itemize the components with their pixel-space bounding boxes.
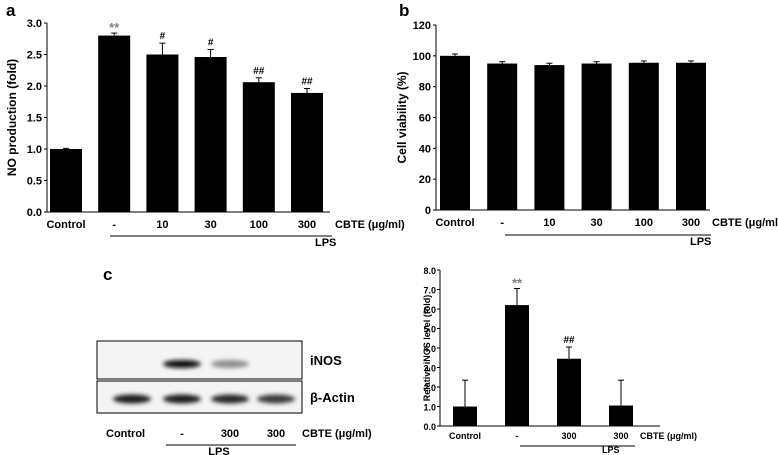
panel-b-letter: b [399, 1, 409, 20]
panel-b-bar [487, 63, 518, 210]
panel-a-y-tick-label: 2.5 [27, 50, 42, 62]
panel-a-letter: a [6, 1, 16, 20]
panel-c-y-tick-label: 0.0 [423, 422, 436, 432]
panel-c-significance-label: ** [512, 276, 523, 291]
panel-c-category-label: Control [449, 431, 481, 441]
panel-b-bar [581, 63, 612, 210]
panel-b-y-tick-label: 60 [419, 113, 431, 125]
panel-b-y-tick-label: 120 [413, 20, 431, 32]
panel-a-unit-label: CBTE (μg/ml) [335, 219, 405, 231]
panel-c-y-tick-label: 4.0 [423, 344, 436, 354]
panel-c-y-tick-label: 3.0 [423, 364, 436, 374]
blot-lps-label: LPS [208, 446, 229, 455]
panel-c-lps-label: LPS [602, 445, 620, 455]
panel-c-y-tick-label: 7.0 [423, 286, 436, 296]
panel-a-category-label: 300 [298, 219, 316, 231]
panel-a-y-tick-label: 1.5 [27, 113, 42, 125]
panel-a-significance-label: ## [301, 77, 313, 88]
panel-c-letter: c [103, 265, 112, 284]
panel-b-y-axis-label: Cell viability (%) [395, 71, 409, 163]
panel-a-y-tick-label: 1.0 [27, 144, 42, 156]
panel-c-significance-label: ## [563, 335, 575, 346]
panel-c-unit-label: CBTE (μg/ml) [640, 431, 697, 441]
panel-c-y-axis-label: Relative iNOS level (fold) [422, 295, 432, 402]
panel-b-y-tick-label: 0 [425, 205, 431, 217]
blot-lane-label: - [180, 428, 184, 440]
panel-b-bar [534, 65, 565, 210]
blot-band [211, 360, 249, 368]
blot-band [113, 394, 151, 404]
panel-b-y-tick-label: 100 [413, 51, 431, 63]
panel-b-category-label: 300 [682, 217, 700, 229]
panel-c-bar [505, 305, 529, 426]
panel-a-category-label: - [112, 219, 116, 231]
panel-b-category-label: - [500, 217, 504, 229]
panel-a-significance-label: # [208, 37, 214, 48]
panel-a-bar [291, 92, 323, 212]
panel-b-y-tick-label: 20 [419, 174, 431, 186]
blot-band [163, 360, 201, 368]
panel-a-bar [194, 57, 227, 212]
panel-c-y-tick-label: 8.0 [423, 266, 436, 276]
panel-b-bar [628, 62, 659, 211]
panel-a-y-axis-label: NO production (fold) [5, 59, 19, 176]
panel-a-category-label: 30 [204, 219, 216, 231]
blot-band-label: iNOS [310, 353, 342, 368]
panel-b-y-tick-label: 80 [419, 82, 431, 94]
blot-band-label: β-Actin [310, 390, 355, 405]
panel-b-unit-label: CBTE (μg/ml) [712, 217, 778, 229]
blot-band [211, 394, 249, 404]
panel-c-y-tick-label: 6.0 [423, 305, 436, 315]
panel-a-lps-label: LPS [315, 237, 336, 249]
panel-a-bar [146, 54, 179, 212]
panel-a-category-label: Control [46, 219, 85, 231]
panel-c-category-label: 300 [613, 431, 628, 441]
panel-c-category-label: 300 [561, 431, 576, 441]
panel-c-y-tick-label: 1.0 [423, 403, 436, 413]
panel-b-y-tick-label: 40 [419, 143, 431, 155]
panel-c-category-label: - [516, 431, 519, 441]
panel-b-category-label: Control [435, 217, 474, 229]
blot-band [257, 394, 295, 404]
panel-a-bar [50, 149, 82, 212]
blot-membrane-inos [96, 340, 303, 380]
panel-b-bar [440, 55, 470, 211]
blot-unit-label: CBTE (μg/ml) [302, 428, 372, 440]
panel-a-significance-label: ## [253, 66, 265, 77]
panel-c-y-tick-label: 2.0 [423, 383, 436, 393]
panel-a-category-label: 10 [156, 219, 168, 231]
panel-a-y-tick-label: 2.0 [27, 81, 42, 93]
panel-b-lps-label: LPS [690, 236, 711, 248]
panel-a-category-label: 100 [250, 219, 268, 231]
panel-a-significance-label: ** [109, 20, 120, 35]
panel-a-significance-label: # [160, 31, 166, 42]
blot-lane-label: Control [106, 428, 145, 440]
panel-a-bar [98, 35, 131, 212]
blot-lane-label: 300 [221, 428, 239, 440]
panel-a-bar [242, 82, 275, 212]
panel-c-y-tick-label: 5.0 [423, 325, 436, 335]
panel-b-category-label: 100 [635, 217, 653, 229]
panel-b-category-label: 30 [590, 217, 602, 229]
panel-b-category-label: 10 [543, 217, 555, 229]
panel-b-bar [676, 62, 706, 211]
panel-a-y-tick-label: 0.0 [27, 207, 42, 219]
panel-a-y-tick-label: 3.0 [27, 18, 42, 30]
blot-lane-label: 300 [267, 428, 285, 440]
blot-band [163, 394, 201, 404]
panel-a-y-tick-label: 0.5 [27, 176, 42, 188]
